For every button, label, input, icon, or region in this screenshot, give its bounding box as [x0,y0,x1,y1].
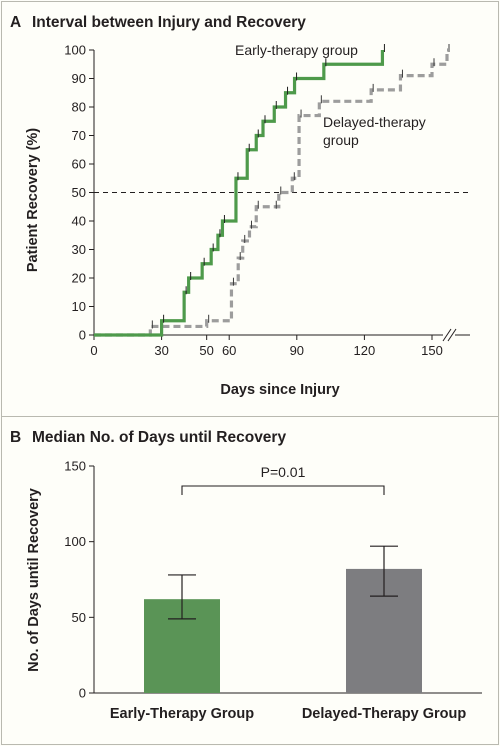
panel-a-x-tick-label: 0 [90,343,97,358]
panel-b-y-tick-label: 0 [79,686,86,701]
delayed-therapy-label: Delayed-therapy [323,114,426,130]
panel-b-category-label: Delayed-Therapy Group [302,706,467,722]
panel-a-x-axis-label: Days since Injury [220,382,339,398]
panel-divider [1,416,499,417]
panel-b-category-label: Early-Therapy Group [110,706,254,722]
delayed-therapy-label-line2: group [323,132,359,148]
panel-a-y-tick-label: 70 [72,128,86,143]
significance-bracket [181,485,385,495]
panel-a-y-tick-label: 10 [72,299,86,314]
panel-a-x-tick-label: 120 [354,343,376,358]
panel-a-y-tick-label: 100 [64,43,86,58]
panel-a-y-axis-label: Patient Recovery (%) [25,128,41,272]
panel-a-x-tick-label: 90 [290,343,304,358]
panel-a-axis-break-mark [442,328,452,342]
panel-b-y-tick-label: 50 [72,610,86,625]
early-therapy-curve [94,50,385,337]
panel-a-x-tick-label: 30 [154,343,168,358]
panel-a-y-tick-label: 40 [72,214,86,229]
panel-a-letter: A [10,14,21,31]
panel-b-letter: B [10,429,21,446]
delayed-therapy-curve [94,48,449,337]
panel-a-axes: 0102030405060708090100030506090120150233 [64,43,470,358]
panel-a-y-tick-label: 30 [72,242,86,257]
panel-a-y-tick-label: 20 [72,271,86,286]
panel-b-title: Median No. of Days until Recovery [32,429,286,446]
panel-b-y-tick-label: 150 [64,459,86,474]
panel-a-y-tick-label: 60 [72,157,86,172]
panel-a-axis-break-mark [447,328,457,342]
panel-a-y-tick-label: 90 [72,71,86,86]
panel-a-title: Interval between Injury and Recovery [32,14,306,31]
panel-a-plot: Early-therapy group Delayed-therapy group [94,42,470,337]
panel-a-y-tick-label: 0 [79,328,86,343]
panel-b-plot: Early-Therapy Group Delayed-Therapy Group… [110,464,466,722]
panel-b-y-tick-label: 100 [64,534,86,549]
panel-b-y-axis-label: No. of Days until Recovery [26,488,42,672]
p-value-label: P=0.01 [261,464,306,480]
early-therapy-label: Early-therapy group [235,42,358,58]
panel-a-x-tick-label: 60 [222,343,236,358]
panel-a-x-tick-label: 50 [199,343,213,358]
panel-a-y-tick-label: 50 [72,185,86,200]
panel-a-y-tick-label: 80 [72,100,86,115]
panel-a-x-tick-label: 150 [421,343,443,358]
